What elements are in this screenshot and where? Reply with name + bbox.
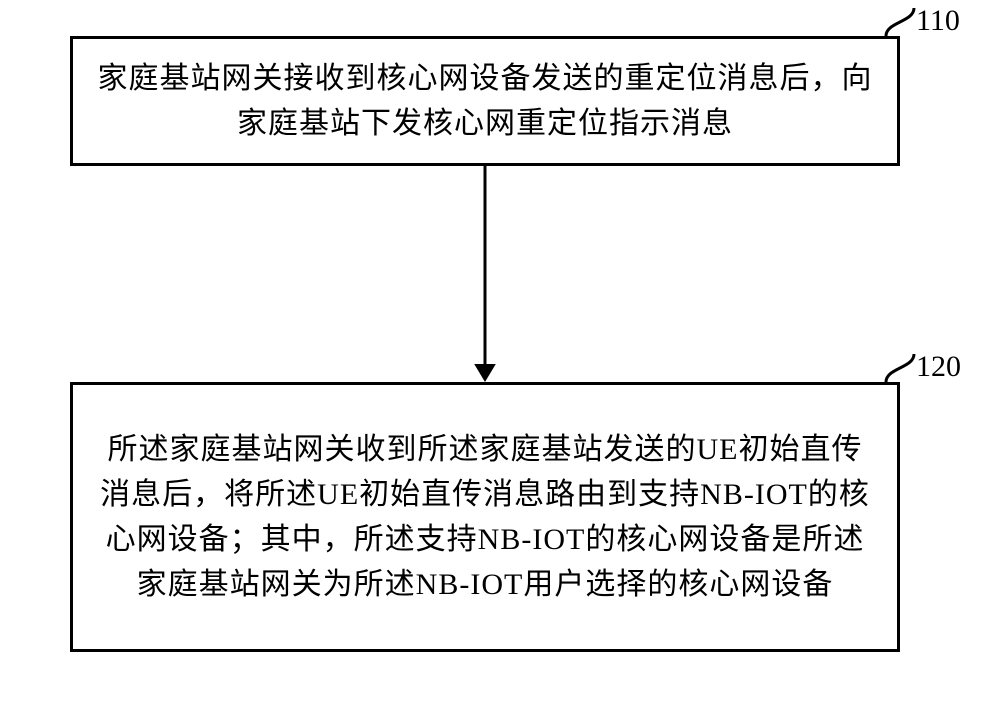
ref-curve-120-path xyxy=(886,354,914,382)
flow-step-1-text: 家庭基站网关接收到核心网设备发送的重定位消息后，向家庭基站下发核心网重定位指示消… xyxy=(93,56,877,146)
ref-curve-110 xyxy=(882,4,918,40)
flow-step-1: 家庭基站网关接收到核心网设备发送的重定位消息后，向家庭基站下发核心网重定位指示消… xyxy=(70,36,900,166)
ref-label-110: 110 xyxy=(916,4,960,38)
flow-step-2-text: 所述家庭基站网关收到所述家庭基站发送的UE初始直传消息后，将所述UE初始直传消息… xyxy=(93,427,877,607)
flow-arrow-head xyxy=(474,364,496,382)
ref-label-120: 120 xyxy=(916,350,961,384)
flow-arrow xyxy=(465,166,505,382)
flow-step-2: 所述家庭基站网关收到所述家庭基站发送的UE初始直传消息后，将所述UE初始直传消息… xyxy=(70,382,900,652)
ref-curve-120 xyxy=(882,350,918,386)
ref-curve-110-path xyxy=(886,8,914,36)
